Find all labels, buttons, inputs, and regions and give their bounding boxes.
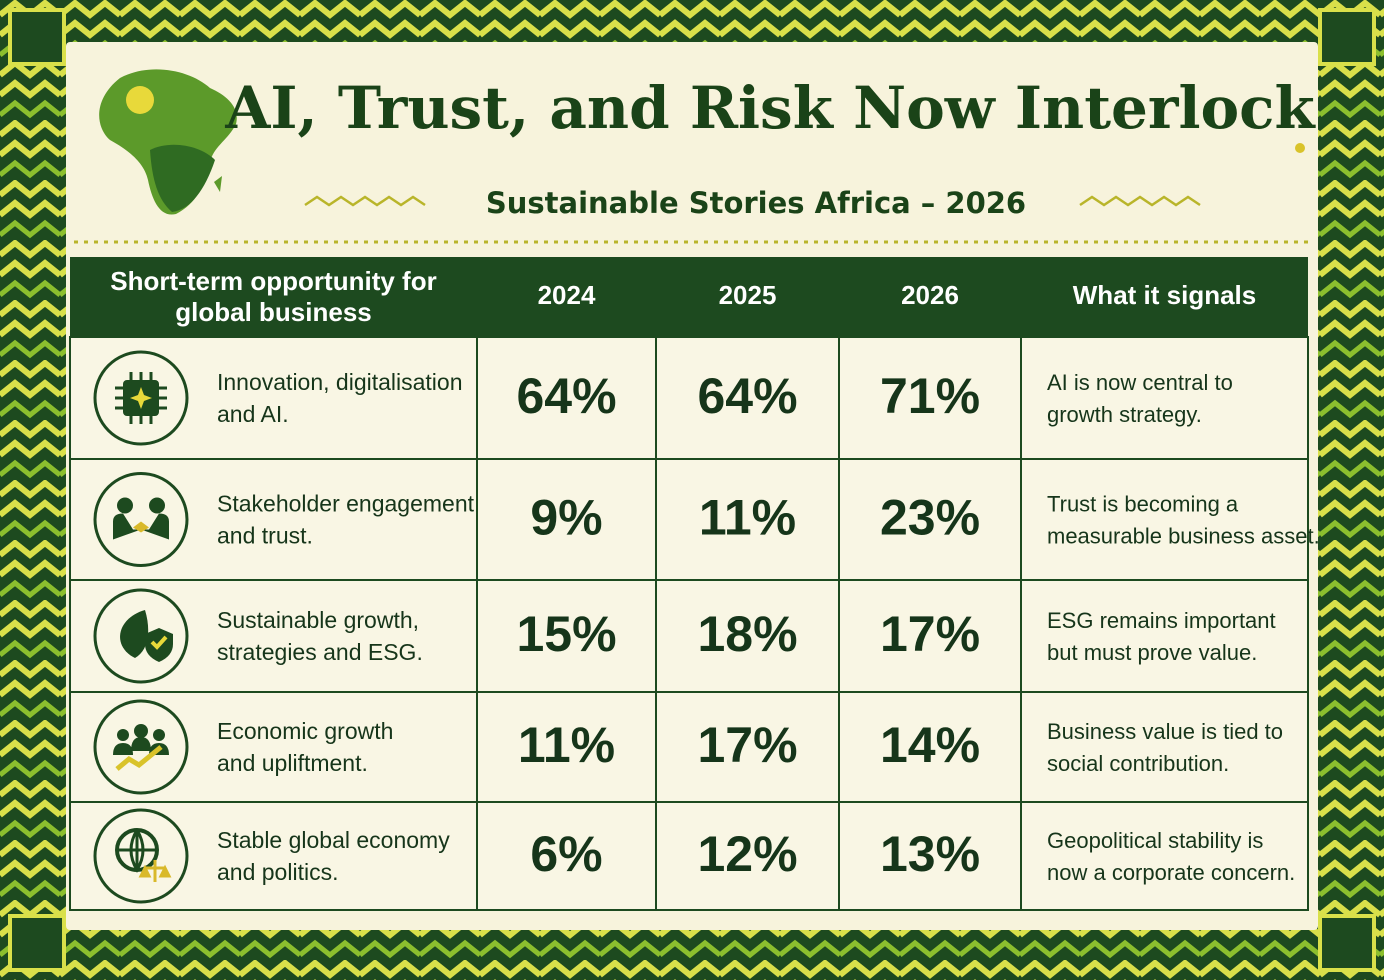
row-label: Innovation, digitalisation bbox=[217, 369, 463, 395]
signal-text: Trust is becoming a bbox=[1047, 491, 1239, 516]
signal-text: Business value is tied to bbox=[1047, 719, 1283, 744]
signal-text: AI is now central to bbox=[1047, 370, 1233, 395]
percent-value: 11% bbox=[699, 490, 796, 546]
row-label: and AI. bbox=[217, 401, 289, 427]
percent-value: 14% bbox=[880, 717, 980, 773]
column-header: 2025 bbox=[719, 280, 777, 310]
signal-text: growth strategy. bbox=[1047, 402, 1202, 427]
signal-text: social contribution. bbox=[1047, 751, 1229, 776]
row-icon bbox=[93, 588, 189, 684]
table: Short-term opportunity for global busines… bbox=[69, 257, 1320, 911]
column-header: 2026 bbox=[901, 280, 959, 310]
percent-value: 13% bbox=[880, 826, 980, 882]
corner bbox=[8, 914, 66, 972]
row-icon bbox=[93, 350, 189, 446]
row-label: Stakeholder engagement bbox=[217, 491, 475, 517]
table-header-bg bbox=[70, 257, 1308, 337]
corner bbox=[8, 8, 66, 66]
row-label: and politics. bbox=[217, 859, 338, 885]
row-label: and trust. bbox=[217, 523, 313, 549]
africa-map bbox=[99, 69, 237, 215]
percent-value: 17% bbox=[880, 606, 980, 662]
row-icon bbox=[93, 472, 189, 567]
table-body-bg bbox=[69, 336, 1309, 911]
column-header: Short-term opportunity for global busines… bbox=[110, 266, 436, 327]
corner bbox=[1318, 914, 1376, 972]
percent-value: 9% bbox=[530, 490, 602, 546]
row-icon bbox=[93, 699, 189, 795]
subtitle: Sustainable Stories Africa – 2026 bbox=[486, 186, 1026, 220]
signal-text: ESG remains important bbox=[1047, 608, 1276, 633]
signal-text: now a corporate concern. bbox=[1047, 860, 1295, 885]
percent-value: 6% bbox=[530, 826, 602, 882]
row-label: Sustainable growth, bbox=[217, 607, 419, 633]
signal-text: but must prove value. bbox=[1047, 640, 1257, 665]
row-label: Stable global economy bbox=[217, 827, 450, 853]
percent-value: 64% bbox=[697, 368, 797, 424]
ornament bbox=[304, 195, 1201, 207]
column-header: 2024 bbox=[538, 280, 596, 310]
row-label: strategies and ESG. bbox=[217, 639, 423, 665]
percent-value: 18% bbox=[697, 606, 797, 662]
percent-value: 64% bbox=[516, 368, 616, 424]
signal-text: measurable business asset. bbox=[1047, 523, 1320, 548]
percent-value: 23% bbox=[880, 490, 980, 546]
icon-ring bbox=[93, 472, 189, 567]
dot bbox=[1295, 143, 1305, 153]
percent-value: 71% bbox=[880, 368, 980, 424]
percent-value: 11% bbox=[518, 717, 615, 773]
row-label: Economic growth bbox=[217, 718, 393, 744]
row-icon bbox=[93, 808, 189, 904]
percent-value: 12% bbox=[697, 826, 797, 882]
corner bbox=[1318, 8, 1376, 66]
signal-text: Geopolitical stability is bbox=[1047, 828, 1263, 853]
percent-value: 15% bbox=[516, 606, 616, 662]
column-header: What it signals bbox=[1073, 280, 1256, 310]
percent-value: 17% bbox=[697, 717, 797, 773]
row-label: and upliftment. bbox=[217, 750, 368, 776]
title: AI, Trust, and Risk Now Interlock bbox=[224, 74, 1316, 142]
